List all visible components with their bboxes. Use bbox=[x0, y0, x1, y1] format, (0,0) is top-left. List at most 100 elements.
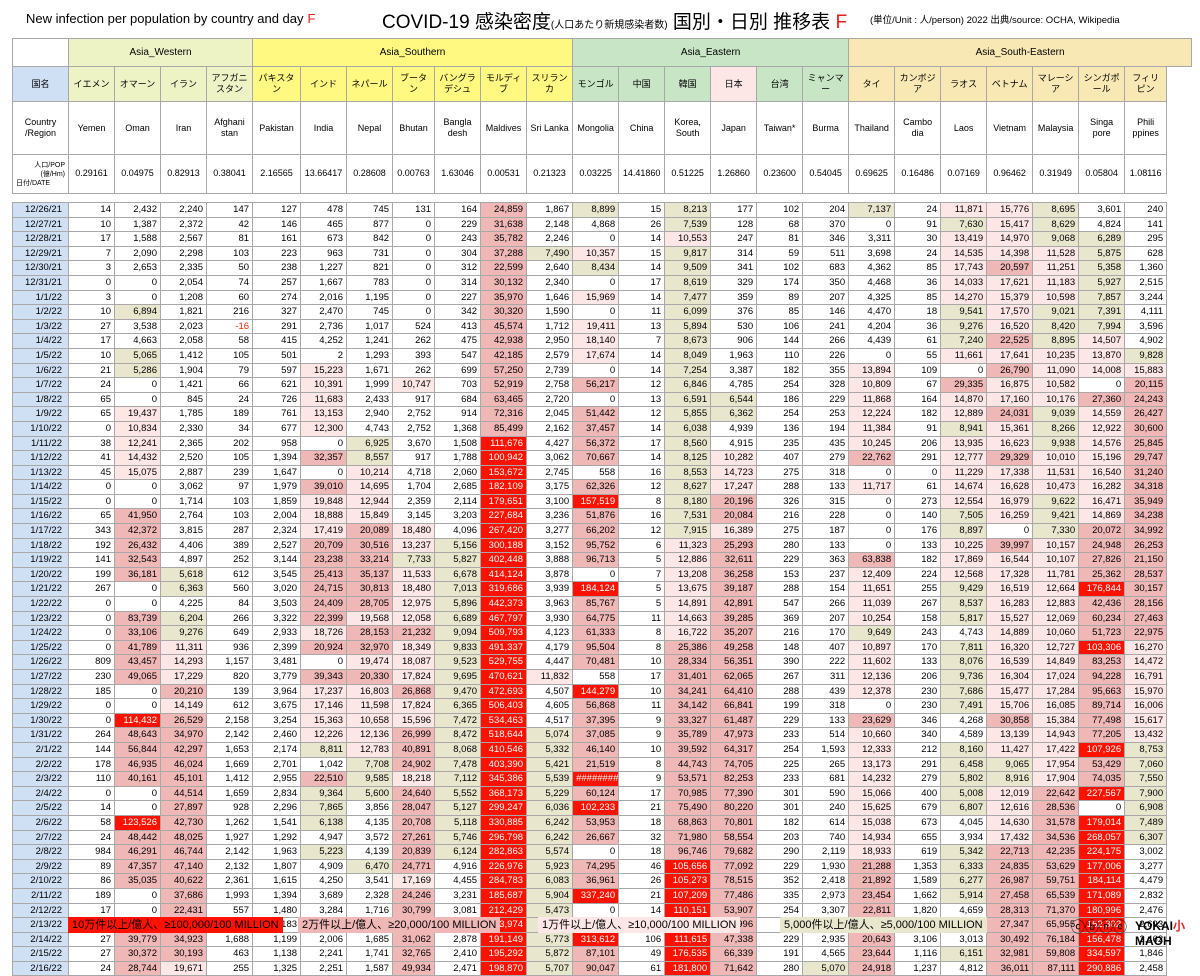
value-cell: 229 bbox=[434, 216, 482, 233]
table-row: 1/21/22 267 0 6,363 560 3,020 24,715 30,813 18,4… bbox=[12, 581, 1192, 598]
value-cell: 534,463 bbox=[480, 712, 528, 729]
value-cell: 257 bbox=[252, 274, 302, 291]
value-cell: 9,736 bbox=[940, 669, 988, 685]
value-cell: 491,337 bbox=[480, 639, 528, 656]
value-cell: 10,157 bbox=[1032, 537, 1080, 554]
value-cell: 15,066 bbox=[848, 785, 896, 802]
value-cell: 102,233 bbox=[572, 800, 620, 816]
date-cell: 1/15/22 bbox=[12, 493, 69, 510]
value-cell: 195,292 bbox=[480, 946, 528, 962]
country-name-jp: マレーシア bbox=[1032, 66, 1080, 102]
value-cell: 10,747 bbox=[392, 377, 436, 393]
value-cell: 267 bbox=[756, 669, 804, 685]
country-name-en: Singa pore bbox=[1078, 101, 1126, 155]
value-cell: 31,240 bbox=[1124, 464, 1168, 481]
value-cell: 463 bbox=[205, 946, 254, 962]
value-cell: 518,644 bbox=[480, 727, 528, 743]
value-cell: 1,788 bbox=[434, 450, 482, 466]
value-cell: 280 bbox=[756, 537, 804, 554]
value-cell: 318 bbox=[802, 698, 850, 714]
value-cell: 32,611 bbox=[710, 552, 758, 568]
value-cell: 85 bbox=[894, 289, 942, 306]
value-cell: 238 bbox=[252, 260, 302, 276]
value-cell: 0 bbox=[114, 391, 161, 408]
value-cell: 24 bbox=[68, 377, 115, 393]
value-cell: 2,399 bbox=[252, 639, 302, 656]
table-row: 1/8/22 65 0 845 24 726 11,683 2,433 917 684 63,465… bbox=[12, 391, 1192, 408]
value-cell: 14 bbox=[618, 420, 666, 437]
value-cell: 63,838 bbox=[848, 552, 896, 568]
value-cell: 68,863 bbox=[664, 814, 712, 831]
value-cell: 5,342 bbox=[940, 844, 988, 860]
value-cell: 97 bbox=[205, 479, 254, 495]
value-cell: 5,358 bbox=[1078, 260, 1126, 276]
value-cell: 5,539 bbox=[526, 771, 574, 787]
value-cell: 15,379 bbox=[986, 289, 1034, 306]
value-cell: 72,316 bbox=[480, 406, 528, 422]
value-cell: 343 bbox=[68, 523, 115, 539]
value-cell: 22,642 bbox=[1032, 785, 1080, 802]
value-cell: 14,232 bbox=[848, 771, 896, 787]
value-cell: 11,528 bbox=[1032, 245, 1080, 262]
value-cell: 227 bbox=[434, 289, 482, 306]
value-cell: 301 bbox=[756, 800, 804, 816]
value-cell: 5,707 bbox=[526, 960, 574, 976]
country-jp-row: 国名 イエメン オマーン イラン アフガニスタン パキスタン インド ネパール ブータン バングラ… bbox=[12, 66, 1192, 102]
date-cell: 1/4/22 bbox=[12, 333, 69, 349]
value-cell: 17,422 bbox=[1032, 741, 1080, 758]
value-cell: 655 bbox=[894, 829, 942, 846]
value-cell: 14,663 bbox=[664, 610, 712, 627]
value-cell: 2,653 bbox=[114, 260, 161, 276]
value-cell: 4,909 bbox=[300, 858, 348, 875]
value-cell: 1,930 bbox=[802, 858, 850, 875]
value-cell: 161 bbox=[252, 231, 302, 247]
value-cell: 105 bbox=[205, 347, 254, 364]
value-cell: 590 bbox=[802, 785, 850, 802]
value-cell: 2,298 bbox=[160, 245, 207, 262]
value-cell: 1,646 bbox=[526, 289, 574, 306]
value-cell: 0 bbox=[68, 420, 115, 437]
table-row: 1/19/22 141 32,543 4,897 252 3,144 23,238 33,21… bbox=[12, 552, 1192, 568]
value-cell: 1,993 bbox=[205, 887, 254, 904]
value-cell: 11 bbox=[618, 610, 666, 627]
value-cell: 16,791 bbox=[1124, 669, 1168, 685]
value-cell: 290,886 bbox=[1078, 960, 1126, 976]
value-cell: 6,544 bbox=[710, 391, 758, 408]
value-cell: 182 bbox=[894, 552, 942, 568]
value-cell: 203 bbox=[756, 829, 804, 846]
table-row: 2/8/22 984 46,291 46,744 2,142 1,963 5,223 4,13… bbox=[12, 844, 1192, 860]
value-cell: 85 bbox=[756, 304, 804, 320]
value-cell: 1,904 bbox=[160, 362, 207, 379]
value-cell: 0 bbox=[68, 712, 115, 729]
value-cell: 39,187 bbox=[710, 581, 758, 598]
value-cell: 24,902 bbox=[392, 756, 436, 773]
value-cell: 12,944 bbox=[346, 493, 394, 510]
value-cell: 11,311 bbox=[160, 639, 207, 656]
value-cell: 0 bbox=[392, 289, 436, 306]
value-cell: 917 bbox=[392, 450, 436, 466]
value-cell: 3,888 bbox=[526, 552, 574, 568]
date-cell: 2/11/22 bbox=[12, 887, 69, 904]
value-cell: 17 bbox=[618, 785, 666, 802]
value-cell: 4,439 bbox=[848, 333, 896, 349]
population-value: 0.23600 bbox=[756, 154, 804, 194]
value-cell: 264 bbox=[68, 727, 115, 743]
date-cell: 1/22/22 bbox=[12, 596, 69, 612]
value-cell: 0 bbox=[68, 639, 115, 656]
value-cell: 19,474 bbox=[346, 654, 394, 670]
value-cell: 30,372 bbox=[114, 946, 161, 962]
value-cell: 12,241 bbox=[114, 435, 161, 452]
value-cell: 8,213 bbox=[664, 202, 712, 218]
value-cell: 51,876 bbox=[572, 508, 620, 525]
table-row: 1/12/22 41 14,432 2,520 105 1,394 32,357 8,557 9… bbox=[12, 450, 1192, 466]
value-cell: 28,156 bbox=[1124, 596, 1168, 612]
value-cell: 11,598 bbox=[346, 698, 394, 714]
value-cell: 14 bbox=[618, 231, 666, 247]
country-name-jp: スリランカ bbox=[526, 66, 574, 102]
value-cell: 17,432 bbox=[986, 829, 1034, 846]
value-cell: 3,062 bbox=[526, 450, 574, 466]
legend-light: 1万件以上/億人、≥10,000/100 MILLION bbox=[538, 917, 741, 933]
value-cell: 176,535 bbox=[664, 946, 712, 962]
table-row: 1/3/22 27 3,538 2,023 -16 291 2,736 1,017 524 413… bbox=[12, 318, 1192, 335]
group-header: Asia_South-Eastern bbox=[848, 38, 1192, 67]
